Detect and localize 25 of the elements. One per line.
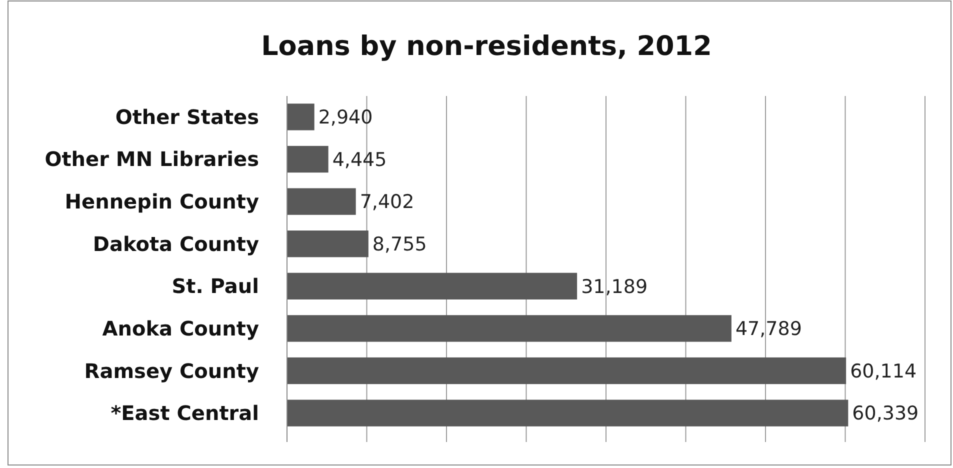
data-label: 4,445: [332, 148, 387, 171]
bar: [287, 188, 356, 215]
bar: [287, 357, 846, 384]
y-tick-label: Other States: [115, 104, 259, 129]
data-label: 60,114: [850, 360, 917, 382]
bar: [287, 315, 732, 342]
data-label: 2,940: [318, 106, 373, 129]
bar: [287, 104, 314, 130]
bar: [287, 272, 578, 300]
data-label: 8,755: [372, 234, 427, 256]
data-label: 7,402: [360, 191, 414, 214]
bar: [287, 146, 328, 173]
bar: [287, 400, 848, 426]
data-label: 31,189: [581, 276, 648, 298]
data-label: 47,789: [735, 318, 802, 340]
y-tick-label: *East Central: [110, 401, 259, 426]
y-tick-label: Ramsey County: [84, 358, 259, 383]
data-label: 60,339: [852, 402, 919, 425]
y-tick-label: Other MN Libraries: [44, 147, 259, 172]
y-tick-label: St. Paul: [172, 274, 259, 298]
y-tick-label: Hennepin County: [64, 190, 259, 214]
y-tick-label: Anoka County: [102, 316, 259, 340]
bar: [287, 230, 368, 258]
y-tick-label: Dakota County: [92, 232, 259, 256]
chart-title: Loans by non-residents, 2012: [261, 31, 712, 62]
